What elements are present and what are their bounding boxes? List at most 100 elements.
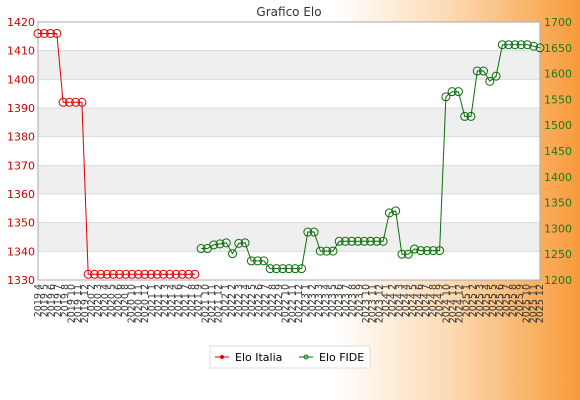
x-tick-label: 2019 6 — [46, 284, 57, 317]
x-tick-label: 2023 6 — [334, 284, 345, 317]
data-point-fide — [328, 246, 338, 256]
plot-band — [38, 251, 540, 280]
data-point-italia — [77, 97, 87, 107]
x-tick-label: 2019 5 — [40, 284, 51, 317]
plot-band — [38, 50, 540, 80]
legend-label-italia: Elo Italia — [235, 351, 282, 364]
data-point-fide — [322, 246, 332, 256]
x-tick-label: 2024 10 — [441, 284, 452, 323]
data-point-fide — [516, 40, 526, 50]
right-tick-label: 1350 — [544, 197, 572, 210]
x-tick-label: 2023 4 — [321, 284, 332, 317]
legend-label-fide: Elo FIDE — [319, 351, 364, 364]
x-tick-label: 2021 11 — [207, 284, 218, 323]
data-point-fide — [453, 87, 463, 97]
data-point-fide — [284, 264, 294, 274]
left-tick-label: 1330 — [7, 274, 35, 287]
data-point-fide — [384, 208, 394, 218]
data-point-fide — [297, 264, 307, 274]
data-point-italia — [127, 269, 137, 279]
x-tick-label: 2020 2 — [87, 284, 98, 317]
data-point-fide — [228, 249, 238, 259]
right-tick-label: 1700 — [544, 16, 572, 29]
data-point-fide — [196, 244, 206, 254]
plot-band — [38, 136, 540, 166]
x-tick-label: 2025 5 — [488, 284, 499, 317]
data-point-italia — [71, 97, 81, 107]
x-tick-label: 2024 6 — [415, 284, 426, 317]
left-tick-label: 1370 — [7, 159, 35, 172]
x-tick-label: 2019 7 — [53, 284, 64, 317]
x-tick-label: 2024 7 — [421, 284, 432, 317]
x-tick-label: 2020 5 — [107, 284, 118, 317]
x-tick-label: 2019 4 — [33, 284, 44, 317]
x-tick-label: 2025 3 — [475, 284, 486, 317]
x-tick-label: 2023 9 — [354, 284, 365, 317]
data-point-italia — [121, 269, 131, 279]
x-tick-label: 2025 6 — [495, 284, 506, 317]
x-tick-label: 2022 4 — [241, 284, 252, 317]
data-point-italia — [146, 269, 156, 279]
right-tick-label: 1550 — [544, 93, 572, 106]
data-point-fide — [441, 92, 451, 102]
legend-marker-italia — [220, 355, 224, 359]
x-tick-label: 2025 9 — [515, 284, 526, 317]
right-axis-ticks: 1200 1250 1300 1350 1400 1450 1500 1550 1600 1650… — [544, 16, 572, 287]
data-point-fide — [309, 227, 319, 237]
x-tick-label: 2019 8 — [60, 284, 71, 317]
data-point-fide — [278, 264, 288, 274]
data-point-fide — [334, 236, 344, 246]
data-point-fide — [397, 249, 407, 259]
x-tick-label: 2022 12 — [294, 284, 305, 323]
data-point-fide — [240, 238, 250, 248]
data-point-fide — [315, 246, 325, 256]
data-point-fide — [504, 40, 514, 50]
x-tick-label: 2021 2 — [154, 284, 165, 317]
x-tick-label: 2022 1 — [220, 284, 231, 317]
data-point-fide — [347, 236, 357, 246]
data-point-fide — [215, 239, 225, 249]
x-tick-label: 2021 3 — [160, 284, 171, 317]
data-point-fide — [378, 236, 388, 246]
data-point-fide — [497, 40, 507, 50]
x-tick-label: 2024 3 — [394, 284, 405, 317]
data-point-italia — [165, 269, 175, 279]
data-point-fide — [460, 111, 470, 121]
right-tick-label: 1500 — [544, 119, 572, 132]
data-point-italia — [46, 28, 56, 38]
plot-band — [38, 79, 540, 108]
data-point-fide — [485, 76, 495, 86]
data-point-fide — [422, 246, 432, 256]
x-tick-label: 2021 6 — [174, 284, 185, 317]
x-tick-label: 2021 1 — [147, 284, 158, 317]
x-tick-label: 2020 4 — [100, 284, 111, 317]
x-tick-label: 2023 11 — [368, 284, 379, 323]
x-tick-label: 2023 3 — [314, 284, 325, 317]
data-point-fide — [366, 236, 376, 246]
x-tick-label: 2025 2 — [468, 284, 479, 317]
data-point-fide — [234, 238, 244, 248]
x-tick-label: 2021 10 — [200, 284, 211, 323]
data-point-fide — [435, 246, 445, 256]
x-tick-label: 2023 2 — [307, 284, 318, 317]
x-tick-label: 2022 11 — [287, 284, 298, 323]
x-tick-label: 2024 2 — [388, 284, 399, 317]
right-tick-label: 1400 — [544, 171, 572, 184]
left-tick-label: 1390 — [7, 102, 35, 115]
data-point-fide — [428, 246, 438, 256]
x-tick-label: 2020 3 — [93, 284, 104, 317]
data-point-fide — [510, 40, 520, 50]
x-tick-label: 2025 10 — [522, 284, 533, 323]
x-tick-label: 2025 11 — [528, 284, 539, 323]
plot-background-bands — [38, 22, 540, 280]
x-tick-label: 2022 5 — [247, 284, 258, 317]
left-tick-label: 1350 — [7, 217, 35, 230]
right-tick-label: 1200 — [544, 274, 572, 287]
data-point-fide — [271, 264, 281, 274]
data-point-fide — [472, 66, 482, 76]
x-tick-label: 2024 8 — [428, 284, 439, 317]
data-point-fide — [447, 87, 457, 97]
data-point-italia — [184, 269, 194, 279]
right-tick-label: 1300 — [544, 222, 572, 235]
series-points — [33, 28, 545, 279]
